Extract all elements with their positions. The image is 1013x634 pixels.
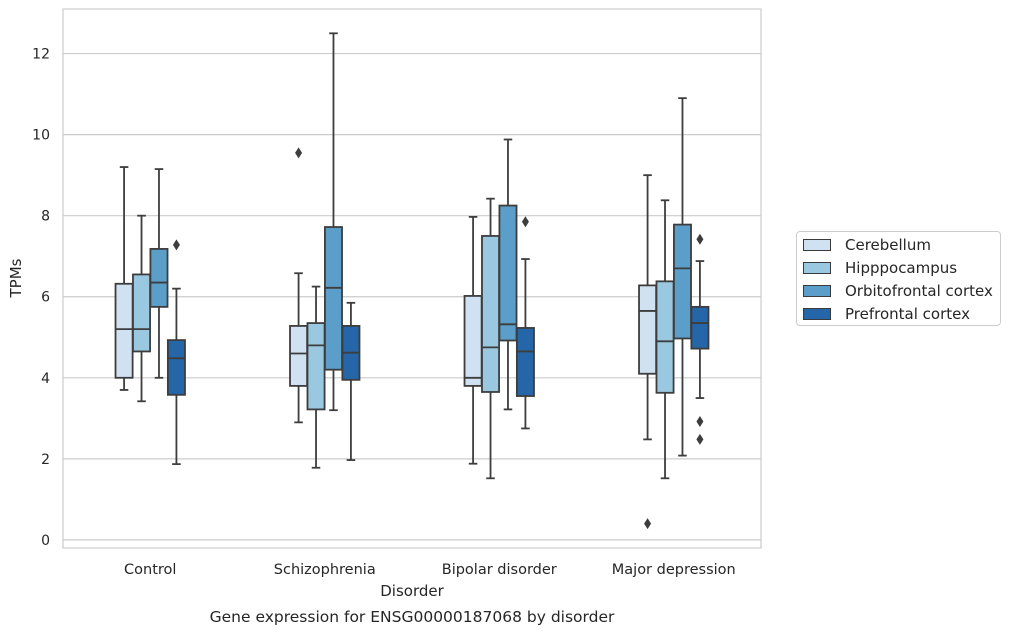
box-iqr	[638, 284, 658, 375]
y-tick-label-8: 8	[41, 209, 50, 225]
box-iqr	[515, 327, 535, 397]
box-orbitofrontal-cortex-major-depression	[673, 97, 692, 457]
legend-label-prefrontal-cortex: Prefrontal cortex	[845, 305, 970, 323]
box-iqr	[498, 204, 518, 342]
x-tick-label-bipolar-disorder: Bipolar disorder	[442, 562, 557, 578]
box-iqr	[673, 223, 692, 340]
chart-caption: Gene expression for ENSG00000187068 by d…	[210, 608, 615, 626]
box-prefrontal-cortex-schizophrenia	[341, 301, 361, 461]
box-cerebellum-schizophrenia	[289, 147, 309, 424]
box-iqr	[306, 322, 326, 411]
x-tick-labels: Control Schizophrenia Bipolar disorder Majo…	[124, 562, 736, 578]
box-orbitofrontal-cortex-schizophrenia	[324, 32, 343, 412]
box-cerebellum-major-depression	[638, 174, 658, 530]
box-iqr	[463, 295, 483, 387]
legend-item-orbitofrontal-cortex: Orbitofrontal cortex	[803, 281, 993, 301]
x-tick-label-control: Control	[124, 562, 176, 578]
box-iqr	[166, 339, 186, 396]
box-cerebellum-bipolar-disorder	[463, 215, 483, 465]
y-tick-labels: 0 2 4 6 8 10 12	[32, 47, 50, 549]
plot-area	[62, 8, 762, 549]
y-tick-label-10: 10	[32, 128, 50, 144]
legend-swatch-cerebellum	[803, 239, 831, 251]
box-hipppocampus-schizophrenia	[306, 285, 326, 469]
x-axis-label: Disorder	[380, 582, 444, 600]
y-tick-label-4: 4	[41, 371, 50, 387]
box-hipppocampus-control	[132, 214, 151, 403]
legend-label-hippocampus: Hipppocampus	[845, 259, 958, 277]
box-iqr	[149, 248, 169, 308]
y-tick-label-0: 0	[41, 533, 50, 549]
box-prefrontal-cortex-bipolar-disorder	[515, 216, 535, 430]
legend-swatch-prefrontal-cortex	[803, 308, 831, 320]
legend-swatch-hippocampus	[803, 262, 831, 274]
legend-item-hippocampus: Hipppocampus	[803, 258, 957, 278]
y-tick-label-6: 6	[41, 290, 50, 306]
box-iqr	[690, 305, 710, 350]
legend: Cerebellum Hipppocampus Orbitofrontal co…	[796, 231, 1001, 326]
legend-label-cerebellum: Cerebellum	[845, 236, 931, 254]
box-orbitofrontal-cortex-bipolar-disorder	[498, 138, 518, 411]
box-prefrontal-cortex-control	[166, 239, 186, 466]
legend-swatch-orbitofrontal-cortex	[803, 285, 831, 297]
outlier-point	[696, 416, 704, 428]
box-iqr	[114, 282, 134, 379]
x-tick-label-major-depression: Major depression	[612, 562, 736, 578]
box-iqr	[324, 226, 343, 371]
box-iqr	[289, 325, 309, 387]
legend-item-prefrontal-cortex: Prefrontal cortex	[803, 304, 970, 324]
y-gridlines	[63, 52, 761, 541]
box-orbitofrontal-cortex-control	[149, 168, 169, 379]
y-axis-label: TPMs	[7, 258, 25, 298]
outlier-point	[644, 518, 652, 530]
outlier-point	[521, 216, 529, 228]
legend-item-cerebellum: Cerebellum	[803, 235, 931, 255]
box-iqr	[481, 235, 500, 393]
y-tick-label-12: 12	[32, 47, 50, 63]
box-iqr	[655, 280, 675, 394]
box-iqr	[132, 273, 151, 353]
outlier-point	[696, 233, 704, 245]
y-tick-label-2: 2	[41, 452, 50, 468]
outlier-point	[696, 433, 704, 445]
legend-label-orbitofrontal-cortex: Orbitofrontal cortex	[845, 282, 993, 300]
outlier-point	[172, 239, 180, 251]
box-prefrontal-cortex-major-depression	[690, 233, 710, 445]
box-series	[114, 32, 710, 530]
outlier-point	[295, 147, 303, 159]
x-tick-label-schizophrenia: Schizophrenia	[274, 562, 376, 578]
